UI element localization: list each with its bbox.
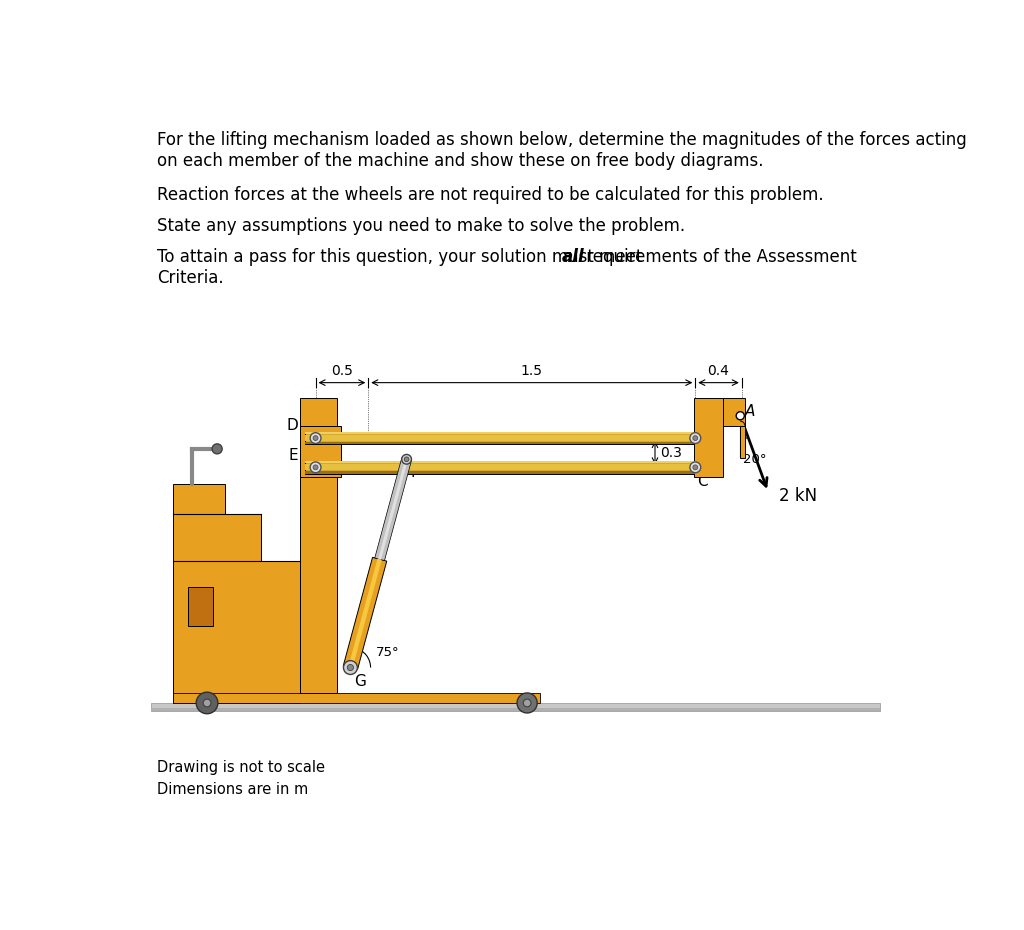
Polygon shape bbox=[152, 708, 880, 711]
Text: 1.5: 1.5 bbox=[521, 364, 543, 378]
Circle shape bbox=[313, 465, 318, 470]
Text: F: F bbox=[411, 465, 419, 481]
Circle shape bbox=[693, 435, 697, 441]
Polygon shape bbox=[740, 426, 744, 458]
Circle shape bbox=[310, 432, 321, 444]
Circle shape bbox=[517, 693, 538, 713]
Text: 0.5: 0.5 bbox=[331, 364, 353, 378]
Polygon shape bbox=[152, 703, 880, 711]
Text: B: B bbox=[697, 418, 709, 432]
Polygon shape bbox=[188, 588, 213, 626]
Circle shape bbox=[313, 435, 318, 441]
Polygon shape bbox=[173, 514, 261, 561]
Circle shape bbox=[347, 664, 353, 671]
Text: 0.4: 0.4 bbox=[708, 364, 729, 378]
Text: 2 kN: 2 kN bbox=[779, 486, 817, 505]
Text: Criteria.: Criteria. bbox=[158, 270, 224, 287]
Text: 75°: 75° bbox=[376, 645, 399, 658]
Polygon shape bbox=[305, 432, 695, 434]
Circle shape bbox=[690, 462, 700, 472]
Text: C: C bbox=[697, 473, 709, 488]
Polygon shape bbox=[173, 561, 300, 703]
Text: For the lifting mechanism loaded as shown below, determine the magnitudes of the: For the lifting mechanism loaded as show… bbox=[158, 131, 968, 149]
Text: D: D bbox=[287, 418, 299, 432]
Polygon shape bbox=[305, 461, 695, 463]
Text: requirements of the Assessment: requirements of the Assessment bbox=[582, 248, 857, 266]
Polygon shape bbox=[305, 432, 695, 445]
Polygon shape bbox=[305, 442, 695, 445]
Polygon shape bbox=[173, 693, 541, 703]
Polygon shape bbox=[305, 464, 695, 471]
Text: Dimensions are in m: Dimensions are in m bbox=[158, 782, 308, 797]
Circle shape bbox=[736, 412, 744, 419]
Polygon shape bbox=[305, 461, 695, 473]
Text: 20°: 20° bbox=[743, 453, 767, 466]
Circle shape bbox=[197, 692, 218, 713]
Polygon shape bbox=[375, 458, 412, 561]
Circle shape bbox=[401, 455, 412, 464]
Polygon shape bbox=[378, 458, 408, 560]
Text: A: A bbox=[744, 405, 756, 419]
Circle shape bbox=[404, 457, 409, 461]
Text: State any assumptions you need to make to solve the problem.: State any assumptions you need to make t… bbox=[158, 217, 686, 235]
Polygon shape bbox=[305, 435, 695, 441]
Polygon shape bbox=[300, 398, 337, 693]
Text: Drawing is not to scale: Drawing is not to scale bbox=[158, 760, 326, 775]
Polygon shape bbox=[348, 559, 382, 668]
Polygon shape bbox=[343, 557, 387, 670]
Text: all: all bbox=[562, 248, 585, 266]
Polygon shape bbox=[300, 426, 341, 477]
Text: on each member of the machine and show these on free body diagrams.: on each member of the machine and show t… bbox=[158, 153, 764, 170]
Polygon shape bbox=[693, 398, 723, 477]
Circle shape bbox=[690, 432, 700, 444]
Text: To attain a pass for this question, your solution must meet: To attain a pass for this question, your… bbox=[158, 248, 648, 266]
Text: G: G bbox=[354, 673, 367, 689]
Text: 0.3: 0.3 bbox=[659, 445, 682, 459]
Circle shape bbox=[343, 660, 357, 674]
Circle shape bbox=[212, 444, 222, 454]
Circle shape bbox=[203, 699, 211, 707]
Circle shape bbox=[523, 699, 531, 707]
Circle shape bbox=[310, 462, 321, 472]
Text: E: E bbox=[289, 448, 299, 463]
Polygon shape bbox=[305, 472, 695, 473]
Text: Reaction forces at the wheels are not required to be calculated for this problem: Reaction forces at the wheels are not re… bbox=[158, 186, 824, 205]
Circle shape bbox=[693, 465, 697, 470]
Polygon shape bbox=[173, 484, 225, 514]
Polygon shape bbox=[723, 398, 744, 426]
